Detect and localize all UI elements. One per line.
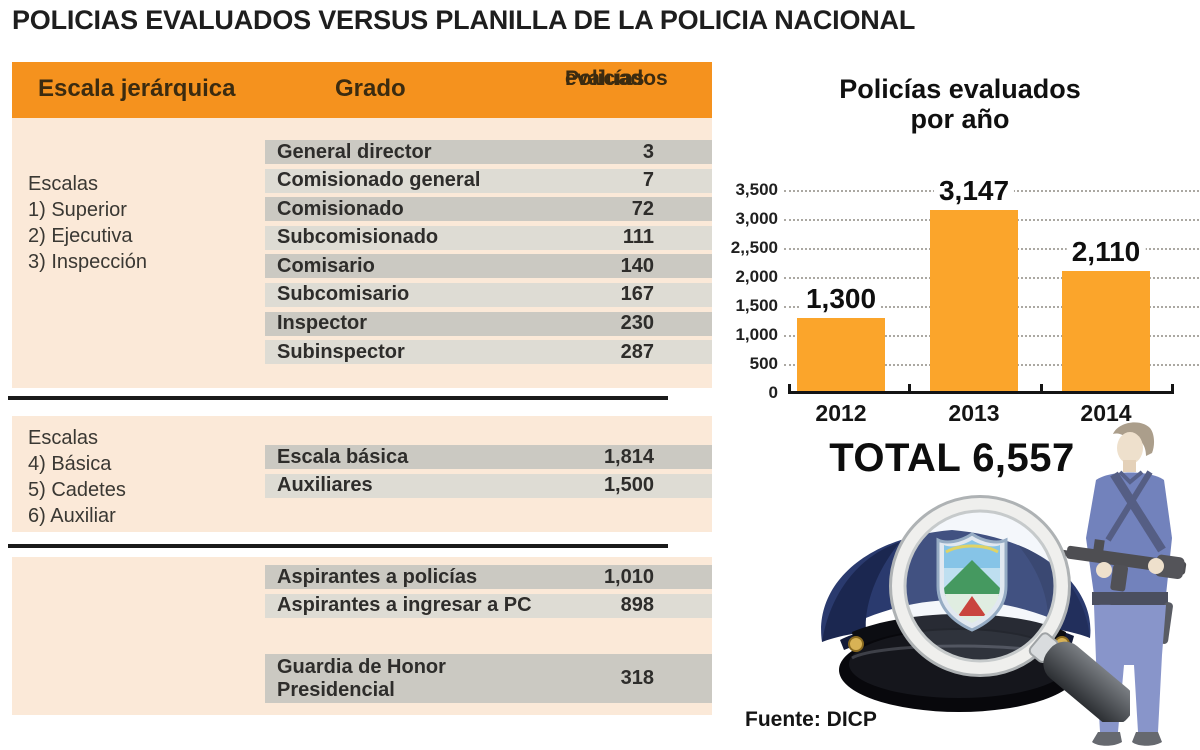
y-axis-tick-label: 2,000 xyxy=(735,267,778,286)
row-grado: Comisionado xyxy=(277,197,404,220)
escala-group-label-2: Escalas 4) Básica 5) Cadetes 6) Auxiliar xyxy=(28,425,126,529)
column-header-escala: Escala jerárquica xyxy=(38,75,236,102)
magnifier-lens xyxy=(898,504,1062,668)
row-valor: 1,500 xyxy=(603,474,654,497)
table-row: Subinspector 287 xyxy=(265,340,712,365)
row-grado: Escala básica xyxy=(277,445,409,468)
table-row: Escala básica 1,814 xyxy=(265,445,712,469)
y-axis-tick-label: 3,500 xyxy=(735,180,778,199)
row-grado-line1: Guardia de Honor xyxy=(277,655,446,678)
table-row-guardia: Guardia de Honor Presidencial 318 xyxy=(265,654,712,703)
table-row: Comisionado 72 xyxy=(265,197,712,222)
row-valor: 230 xyxy=(620,312,654,335)
x-axis-tick xyxy=(1171,384,1174,394)
row-valor: 7 xyxy=(642,169,654,192)
y-axis: 3,500 3,000 2,,500 2,000 1,500 1,000 500 0 xyxy=(712,180,778,402)
table-row: Comisario 140 xyxy=(265,254,712,279)
table-section-3: Aspirantes a policías 1,010 Aspirantes a … xyxy=(12,557,712,715)
table-row: Auxiliares 1,500 xyxy=(265,473,712,498)
y-axis-tick-label: 0 xyxy=(768,383,778,402)
row-grado: Subcomisionado xyxy=(277,226,439,249)
row-valor: 318 xyxy=(620,667,654,689)
y-axis-tick-label: 1,000 xyxy=(735,325,778,344)
row-valor: 140 xyxy=(620,254,654,277)
row-grado: Comisionado general xyxy=(277,169,481,192)
y-axis-tick-label: 1,500 xyxy=(735,296,778,315)
row-grado: Subinspector xyxy=(277,340,405,363)
bar-value-label: 2,110 xyxy=(1066,237,1146,266)
bar-value-label: 1,300 xyxy=(800,284,882,313)
escala-label-line: Escalas xyxy=(28,173,99,195)
row-grado: General director xyxy=(277,140,432,163)
row-grado: Aspirantes a ingresar a PC xyxy=(277,594,532,617)
table-section-1: Escalas 1) Superior 2) Ejecutiva 3) Insp… xyxy=(12,118,712,388)
section-divider xyxy=(8,544,668,548)
table-row: Aspirantes a policías 1,010 xyxy=(265,565,712,589)
row-valor: 287 xyxy=(620,340,654,363)
x-axis-tick xyxy=(908,384,911,394)
escala-label-line: Escalas xyxy=(28,427,99,449)
chart-title-line2: por año xyxy=(910,104,1010,134)
page-title: POLICIAS EVALUADOS VERSUS PLANILLA DE LA… xyxy=(12,5,916,35)
row-valor: 1,814 xyxy=(603,445,654,468)
row-valor: 72 xyxy=(631,197,654,220)
table-header: Escala jerárquica Grado Policías evaluad… xyxy=(12,62,712,118)
police-cap-illustration xyxy=(800,490,1135,726)
escala-label-line: 3) Inspección xyxy=(28,251,147,273)
source-label: Fuente: DICP xyxy=(745,708,877,731)
row-valor: 898 xyxy=(620,594,654,617)
x-axis-tick xyxy=(1040,384,1043,394)
x-axis-tick-label: 2012 xyxy=(815,400,867,426)
magnifier-handle xyxy=(1043,641,1135,726)
row-grado: Comisario xyxy=(277,254,375,277)
table-rows-section-2: Escala básica 1,814 Auxiliares 1,500 xyxy=(265,445,712,502)
bar-plot: 1,300 2012 3,147 2013 2,110 2014 xyxy=(784,177,1199,426)
bar-value-label: 3,147 xyxy=(933,177,1015,206)
table-rows-section-1: General director 3 Comisionado general 7 C… xyxy=(265,140,712,369)
row-grado-line2: Presidencial xyxy=(277,678,395,701)
row-valor: 167 xyxy=(620,283,654,306)
row-grado: Auxiliares xyxy=(277,474,373,497)
table-section-2: Escalas 4) Básica 5) Cadetes 6) Auxiliar… xyxy=(12,416,712,532)
table-row: Aspirantes a ingresar a PC 898 xyxy=(265,593,712,618)
escala-label-line: 2) Ejecutiva xyxy=(28,225,133,247)
bar-2014 xyxy=(1062,270,1150,393)
row-grado: Aspirantes a policías xyxy=(277,565,478,588)
escala-group-label-1: Escalas 1) Superior 2) Ejecutiva 3) Insp… xyxy=(28,171,147,275)
y-axis-tick-label: 500 xyxy=(749,354,778,373)
total-label: TOTAL 6,557 xyxy=(829,436,1075,480)
x-axis-tick-label: 2014 xyxy=(1080,400,1132,426)
bar-2013 xyxy=(930,210,1018,393)
bar-2012 xyxy=(797,317,885,393)
escala-label-line: 4) Básica xyxy=(28,453,112,475)
row-grado: Guardia de Honor Presidencial xyxy=(265,656,446,702)
x-axis-tick-label: 2013 xyxy=(948,400,1000,426)
row-grado: Inspector xyxy=(277,312,368,335)
escala-label-line: 5) Cadetes xyxy=(28,479,126,501)
table-row: Subcomisario 167 xyxy=(265,282,712,307)
column-header-policias-line2: evaluados xyxy=(565,67,668,90)
escala-label-line: 1) Superior xyxy=(28,199,127,221)
x-axis-tick xyxy=(788,384,791,394)
x-axis-line xyxy=(788,391,1174,394)
section-divider xyxy=(8,396,668,400)
police-cap-magnifier-icon xyxy=(821,495,1135,726)
row-valor: 111 xyxy=(622,226,654,249)
table-row: Subcomisionado 111 xyxy=(265,225,712,250)
y-axis-tick-label: 3,000 xyxy=(735,209,778,228)
chart-title: Policías evaluados por año xyxy=(770,74,1150,134)
table-row: General director 3 xyxy=(265,140,712,164)
table-row: Inspector 230 xyxy=(265,311,712,336)
row-valor: 3 xyxy=(642,140,654,163)
escala-label-line: 6) Auxiliar xyxy=(28,505,116,527)
row-grado: Subcomisario xyxy=(277,283,410,306)
chart-title-line1: Policías evaluados xyxy=(839,74,1081,104)
column-header-policias-line1: Policías xyxy=(565,67,645,90)
y-axis-tick-label: 2,,500 xyxy=(730,238,778,257)
table-rows-section-3: Aspirantes a policías 1,010 Aspirantes a … xyxy=(265,565,712,622)
table-row: Comisionado general 7 xyxy=(265,168,712,193)
column-header-grado: Grado xyxy=(335,75,406,102)
row-valor: 1,010 xyxy=(603,565,654,588)
